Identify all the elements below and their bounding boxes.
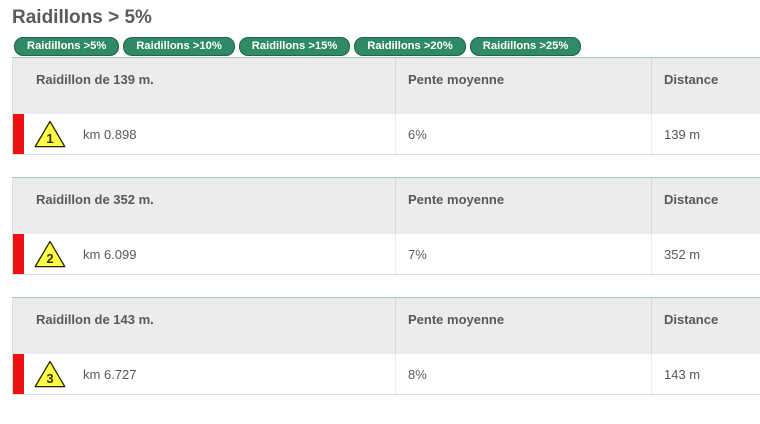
svg-text:1: 1 [46, 131, 53, 146]
svg-text:3: 3 [46, 371, 53, 386]
svg-text:2: 2 [46, 251, 53, 266]
